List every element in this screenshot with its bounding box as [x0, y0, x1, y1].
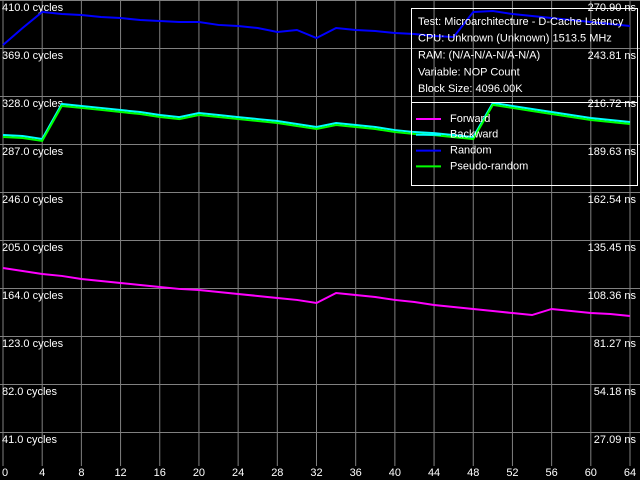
x-tick-label: 48 [467, 467, 479, 479]
y-tick-label: 41.0 cycles [2, 434, 58, 446]
x-tick-label: 36 [350, 467, 362, 479]
legend-label: Random [450, 145, 492, 157]
x-tick-label: 24 [232, 467, 244, 479]
y-tick-label: 246.0 cycles [2, 194, 64, 206]
x-tick-label: 52 [506, 467, 518, 479]
y2-tick-label: 243.81 ns [588, 50, 637, 62]
series-line [2, 103, 631, 143]
info-text: Test: Microarchitecture - D-Cache Latenc… [418, 16, 624, 28]
y2-tick-label: 216.72 ns [588, 98, 637, 110]
x-tick-label: 4 [39, 467, 45, 479]
y-tick-label: 410.0 cycles [2, 2, 64, 14]
series-line [2, 101, 631, 141]
legend-label: Forward [450, 113, 490, 125]
y-tick-label: 328.0 cycles [2, 98, 64, 110]
info-text: Variable: NOP Count [418, 66, 520, 78]
x-tick-label: 32 [310, 467, 322, 479]
x-tick-label: 28 [271, 467, 283, 479]
y2-tick-label: 135.45 ns [588, 242, 637, 254]
y2-tick-label: 54.18 ns [594, 386, 637, 398]
x-tick-label: 64 [624, 467, 636, 479]
legend-label: Pseudo-random [450, 160, 528, 172]
y2-tick-label: 162.54 ns [588, 194, 637, 206]
y-tick-label: 369.0 cycles [2, 50, 64, 62]
x-tick-label: 40 [389, 467, 401, 479]
info-text: CPU: Unknown (Unknown) 1513.5 MHz [418, 33, 612, 45]
x-tick-label: 60 [585, 467, 597, 479]
x-tick-label: 0 [2, 467, 8, 479]
y-tick-label: 287.0 cycles [2, 146, 64, 158]
legend-box [411, 8, 638, 186]
x-tick-label: 20 [193, 467, 205, 479]
y-tick-label: 82.0 cycles [2, 386, 58, 398]
legend-label: Backward [450, 129, 498, 141]
y2-tick-label: 27.09 ns [594, 434, 637, 446]
x-tick-label: 8 [78, 467, 84, 479]
x-tick-label: 12 [114, 467, 126, 479]
y-tick-label: 205.0 cycles [2, 242, 64, 254]
y2-tick-label: 189.63 ns [588, 146, 637, 158]
info-text: Block Size: 4096.00K [418, 83, 523, 95]
series-line [2, 10, 631, 46]
y-tick-label: 164.0 cycles [2, 290, 64, 302]
y2-tick-label: 81.27 ns [594, 338, 637, 350]
info-text: RAM: (N/A-N/A-N/A-N/A) [418, 50, 540, 62]
y2-tick-label: 108.36 ns [588, 290, 637, 302]
x-tick-label: 16 [154, 467, 166, 479]
y-tick-label: 123.0 cycles [2, 338, 64, 350]
series-line [2, 266, 631, 317]
y2-tick-label: 270.90 ns [588, 2, 637, 14]
x-tick-label: 56 [546, 467, 558, 479]
x-tick-label: 44 [428, 467, 440, 479]
